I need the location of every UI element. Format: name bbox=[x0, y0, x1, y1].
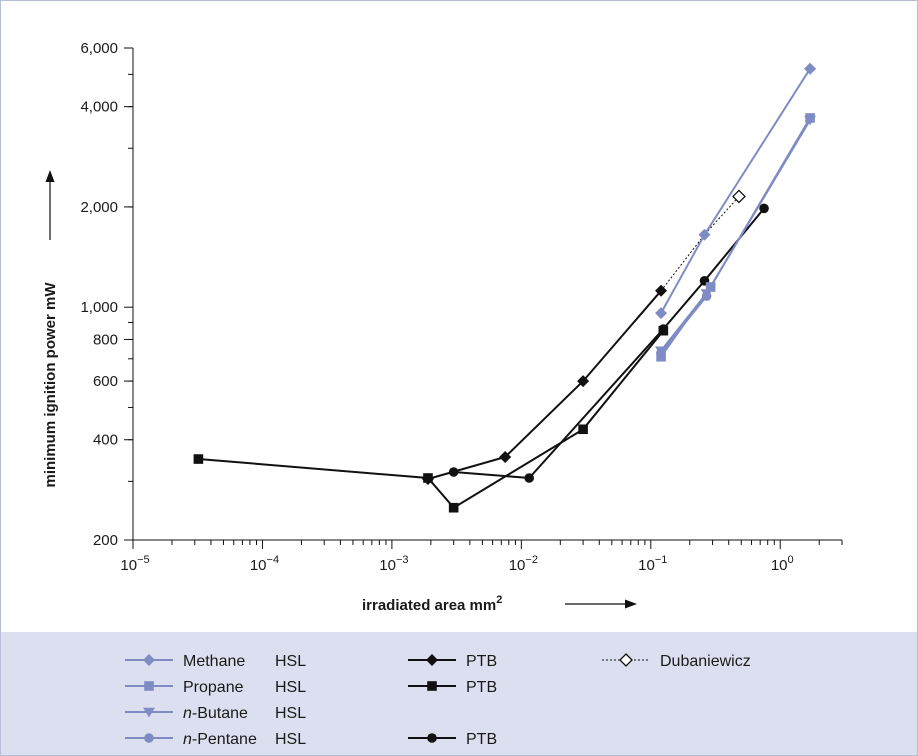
series-ptb-square bbox=[193, 325, 669, 513]
x-tick-label: 10−3 bbox=[379, 554, 408, 574]
square-marker bbox=[427, 681, 437, 691]
diamond-marker bbox=[655, 307, 668, 320]
legend-name: Dubaniewicz bbox=[660, 653, 751, 670]
legend-panel bbox=[1, 632, 917, 755]
series-layer bbox=[193, 62, 817, 513]
series-line bbox=[660, 68, 811, 314]
legend-name: Methane bbox=[183, 653, 245, 670]
x-tick-label: 10−2 bbox=[509, 554, 538, 574]
circle-marker bbox=[759, 203, 769, 214]
legend-source: HSL bbox=[275, 653, 306, 670]
legend-item-ptb-diamond: PTB bbox=[408, 653, 497, 670]
diamond-marker bbox=[421, 472, 434, 485]
series-butane-hsl bbox=[655, 115, 817, 357]
legend-name: n-Butane bbox=[183, 705, 248, 722]
diamond-marker bbox=[426, 654, 438, 666]
series-line bbox=[660, 117, 811, 358]
y-tick-label: 2,000 bbox=[80, 199, 118, 216]
series-line bbox=[453, 207, 765, 480]
legend-item-methane-hsl: Methane HSL bbox=[125, 653, 306, 670]
legend-item-butane-hsl: n-Butane HSL bbox=[125, 705, 306, 722]
legend-item-pentane-hsl: n-Pentane HSL bbox=[125, 731, 306, 748]
y-tick-label: 400 bbox=[93, 432, 118, 449]
square-marker bbox=[193, 454, 204, 464]
diamond-marker bbox=[619, 653, 633, 667]
square-marker bbox=[144, 681, 154, 691]
triangle-down-marker bbox=[655, 346, 668, 357]
x-tick-label: 100 bbox=[771, 554, 794, 574]
diamond-marker bbox=[577, 375, 590, 388]
legend-source: PTB bbox=[466, 679, 497, 696]
y-tick-label: 600 bbox=[93, 373, 118, 390]
series-dubaniewicz bbox=[660, 189, 746, 292]
diamond-marker bbox=[804, 62, 817, 75]
square-marker bbox=[578, 424, 588, 435]
square-marker bbox=[448, 502, 459, 513]
legend-source: PTB bbox=[466, 731, 497, 748]
legend-name: Propane bbox=[183, 679, 244, 696]
series-line bbox=[660, 196, 740, 292]
triangle-down-marker bbox=[143, 707, 155, 718]
y-tick-label: 6,000 bbox=[80, 40, 118, 57]
legend-item-propane-hsl: Propane HSL bbox=[125, 679, 306, 696]
y-axis-arrow-head bbox=[45, 170, 55, 182]
x-axis-arrow-head bbox=[625, 599, 637, 609]
legend-item-ptb-circle: PTB bbox=[408, 731, 497, 748]
y-axis-title: minimum ignition power mW bbox=[42, 282, 59, 488]
series-methane-hsl bbox=[655, 62, 817, 320]
x-axis-title: irradiated area mm2 bbox=[362, 594, 502, 614]
legend-name: n-Pentane bbox=[183, 731, 257, 748]
circle-marker bbox=[427, 733, 437, 743]
legend-source: HSL bbox=[275, 731, 306, 748]
square-marker bbox=[705, 282, 716, 292]
diamond-marker bbox=[143, 654, 155, 666]
y-tick-label: 1,000 bbox=[80, 299, 118, 316]
y-tick-label: 200 bbox=[93, 532, 118, 549]
diamond-marker bbox=[698, 228, 711, 241]
diamond-marker bbox=[499, 450, 512, 463]
square-marker bbox=[805, 113, 815, 123]
legend-item-ptb-square: PTB bbox=[408, 679, 497, 696]
x-tick-label: 10−4 bbox=[250, 554, 279, 574]
circle-marker bbox=[658, 324, 669, 334]
plot-area: 200 400 600 800 1,000 2,000 4,000 6,000 10−5 10−4… bbox=[42, 40, 843, 614]
y-tick-label: 800 bbox=[93, 331, 118, 348]
series-propane-hsl bbox=[656, 113, 815, 362]
y-tick-label: 4,000 bbox=[80, 99, 118, 116]
x-tick-label: 10−5 bbox=[120, 554, 149, 574]
legend-item-dubaniewicz: Dubaniewicz bbox=[602, 653, 751, 670]
legend-source: PTB bbox=[466, 653, 497, 670]
diamond-marker bbox=[732, 189, 746, 204]
series-ptb-circle bbox=[448, 203, 769, 483]
legend-source: HSL bbox=[275, 705, 306, 722]
series-ptb-diamond bbox=[421, 284, 668, 485]
square-marker bbox=[656, 351, 666, 362]
x-tick-label: 10−1 bbox=[638, 554, 667, 574]
circle-marker bbox=[144, 733, 154, 743]
series-line bbox=[427, 290, 662, 480]
legend-source: HSL bbox=[275, 679, 306, 696]
circle-marker bbox=[524, 473, 534, 483]
